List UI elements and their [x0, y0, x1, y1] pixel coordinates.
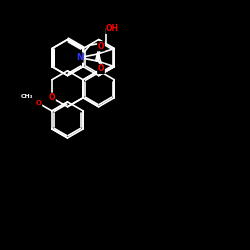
Text: O: O: [36, 100, 42, 106]
Text: O: O: [49, 93, 55, 102]
Text: OH: OH: [106, 24, 119, 33]
Text: CH₃: CH₃: [21, 94, 33, 99]
Text: O: O: [98, 64, 104, 74]
Text: O: O: [98, 42, 104, 51]
Text: N: N: [76, 53, 83, 62]
